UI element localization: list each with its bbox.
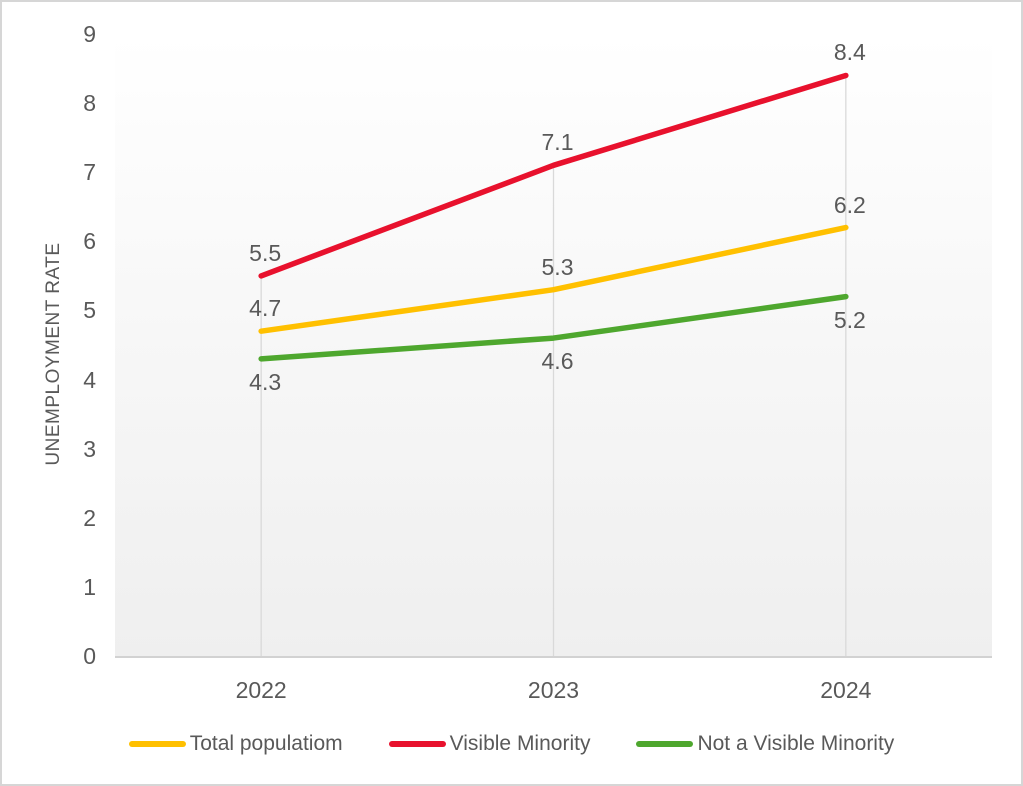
- y-tick-label: 8: [83, 90, 96, 117]
- series-line-total-populatiom: [258, 224, 849, 334]
- y-tick-label: 1: [83, 573, 96, 600]
- legend-swatch: [128, 741, 186, 747]
- legend: Total populatiom Visible Minority Not a Vi…: [2, 732, 1021, 756]
- y-tick-label: 2: [83, 504, 96, 531]
- y-tick-label: 6: [83, 228, 96, 255]
- legend-swatch: [388, 741, 446, 747]
- legend-label: Visible Minority: [449, 732, 591, 755]
- x-tick-label: 2022: [235, 677, 287, 703]
- legend-label: Total populatiom: [189, 732, 343, 755]
- y-tick-label: 9: [83, 21, 96, 47]
- legend-label: Not a Visible Minority: [697, 732, 895, 755]
- data-label: 4.6: [541, 348, 574, 375]
- y-tick-label: 7: [83, 159, 96, 186]
- series-line-visible-minority: [258, 72, 849, 279]
- data-label: 7.1: [541, 129, 574, 156]
- data-label: 6.2: [833, 191, 866, 218]
- y-tick-label: 3: [83, 435, 96, 462]
- y-axis-title: UNEMPLOYMENT RATE: [43, 242, 64, 466]
- y-tick-label: 5: [83, 297, 96, 324]
- legend-item-visible-minority: Visible Minority: [388, 732, 591, 756]
- x-tick-label: 2023: [527, 677, 580, 703]
- y-tick-label: 4: [83, 366, 96, 393]
- data-label: 4.7: [249, 295, 282, 322]
- data-label: 5.2: [833, 306, 866, 333]
- data-label: 5.3: [541, 253, 574, 280]
- data-label: 4.3: [249, 368, 282, 395]
- series-line-not-a-visible-minority: [258, 293, 849, 362]
- legend-item-total-populatiom: Total populatiom: [128, 732, 343, 756]
- y-tick-label: 0: [83, 643, 96, 669]
- data-label: 5.5: [249, 239, 282, 266]
- data-label: 8.4: [833, 39, 866, 66]
- legend-item-not-a-visible-minority: Not a Visible Minority: [636, 732, 894, 756]
- x-tick-label: 2024: [820, 677, 872, 703]
- legend-swatch: [636, 741, 694, 747]
